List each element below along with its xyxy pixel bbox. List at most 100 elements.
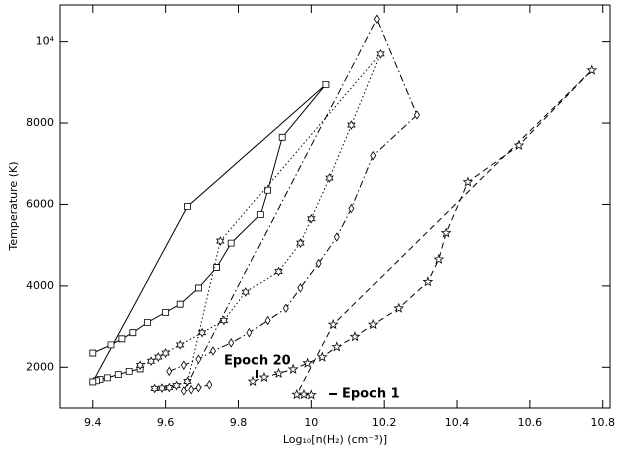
data-point [184,203,191,210]
data-point [264,315,271,326]
data-point [264,186,272,194]
data-point [462,176,474,187]
y-tick-label: 8000 [26,116,54,129]
data-point [246,327,253,338]
data-point [278,133,286,141]
data-point [172,380,181,391]
data-point [247,375,259,387]
data-point [89,378,97,386]
y-tick-label: 10⁴ [36,35,55,48]
data-point [228,338,235,348]
data-point [296,238,305,248]
x-tick-label: 9.8 [230,416,248,429]
data-point [165,382,174,393]
data-point [195,354,202,364]
data-point [162,308,170,316]
data-point [176,300,184,308]
data-point [413,110,420,120]
data-point [422,276,434,287]
data-point [348,203,355,214]
data-point [118,335,126,343]
data-point [331,341,343,352]
data-point [393,302,405,313]
data-point [316,351,328,362]
data-point [241,287,250,297]
data-point [107,341,115,349]
data-point [258,371,270,383]
annotation: Epoch 1 [342,387,400,402]
data-point [154,352,163,362]
data-point [347,120,356,130]
data-point [195,382,202,393]
data-point [433,253,445,265]
data-point [287,363,299,374]
y-tick-label: 4000 [26,279,54,292]
data-point [195,284,202,292]
data-point [298,389,310,400]
y-axis-label: Temperature (K) [7,162,20,252]
x-axis-label: Log₁₀[n(H₂) (cm⁻³)] [283,433,387,446]
data-point [161,348,170,358]
data-point [256,211,264,219]
data-point [322,80,330,88]
data-point [89,349,97,357]
data-point [513,139,525,151]
series-line [252,69,593,396]
data-point [273,367,284,378]
data-point [297,283,304,293]
data-point [210,346,216,356]
series-line [91,84,327,383]
data-point [305,389,317,400]
data-point [180,386,187,396]
y-tick-label: 2000 [26,360,54,373]
data-point [302,357,314,368]
data-point [125,367,133,375]
y-tick-label: 6000 [26,197,54,210]
data-point [146,356,156,367]
data-point [367,319,379,330]
data-point [315,258,322,269]
data-point [327,318,339,330]
data-point [307,213,316,224]
data-point [325,173,334,183]
data-point [373,14,380,25]
data-point [150,383,159,394]
x-tick-label: 10.8 [590,416,615,429]
x-tick-label: 9.4 [84,416,102,429]
data-point [274,266,283,277]
data-point [291,389,303,400]
data-point [586,64,598,75]
data-point [129,329,137,337]
annotation: Epoch 20 [224,354,291,369]
series-line [169,18,418,392]
plot-frame [59,4,611,409]
data-point [376,48,385,59]
data-point [175,340,185,350]
data-point [197,327,207,338]
data-point [180,360,187,371]
data-point [440,227,452,238]
data-point [370,150,377,161]
data-point [213,264,221,271]
data-point [183,376,192,387]
data-point [333,232,340,242]
data-point [216,236,225,246]
x-tick-label: 10.2 [372,416,397,429]
data-point [103,374,111,382]
data-point [206,380,213,390]
data-point [157,383,167,393]
data-point [349,331,361,342]
data-point [227,239,235,247]
data-point [114,371,122,379]
x-tick-label: 9.6 [157,416,175,429]
data-point [188,384,195,395]
data-point [135,360,145,371]
x-tick-label: 10 [304,416,318,429]
data-point [144,319,151,326]
data-point [219,315,229,326]
data-point [282,303,289,314]
data-point [166,366,173,377]
x-tick-label: 10.4 [445,416,470,429]
x-tick-label: 10.6 [518,416,543,429]
